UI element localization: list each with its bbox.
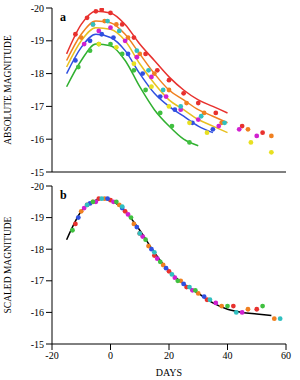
svg-text:SCALED MAGNITUDE: SCALED MAGNITUDE — [8, 216, 13, 313]
svg-text:60: 60 — [281, 350, 291, 361]
svg-text:-18: -18 — [31, 244, 44, 255]
svg-text:40: 40 — [223, 350, 233, 361]
html-text:a: a — [60, 10, 66, 24]
svg-text:ABSOLUTE MAGNITUDE: ABSOLUTE MAGNITUDE — [8, 35, 13, 145]
svg-text:-16: -16 — [31, 134, 44, 145]
svg-text:-20: -20 — [45, 350, 58, 361]
svg-text:-16: -16 — [31, 307, 44, 318]
svg-text:-18: -18 — [31, 68, 44, 79]
svg-text:DAYS: DAYS — [156, 367, 182, 378]
svg-text:-17: -17 — [31, 101, 44, 112]
html-text:b: b — [60, 188, 67, 202]
svg-text:0: 0 — [108, 350, 113, 361]
svg-text:-19: -19 — [31, 35, 44, 46]
svg-text:-20: -20 — [31, 181, 44, 192]
svg-text:20: 20 — [164, 350, 174, 361]
svg-text:-15: -15 — [31, 167, 44, 178]
svg-text:-19: -19 — [31, 212, 44, 223]
svg-text:-17: -17 — [31, 275, 44, 286]
svg-text:-20: -20 — [31, 3, 44, 14]
svg-text:-15: -15 — [31, 339, 44, 350]
